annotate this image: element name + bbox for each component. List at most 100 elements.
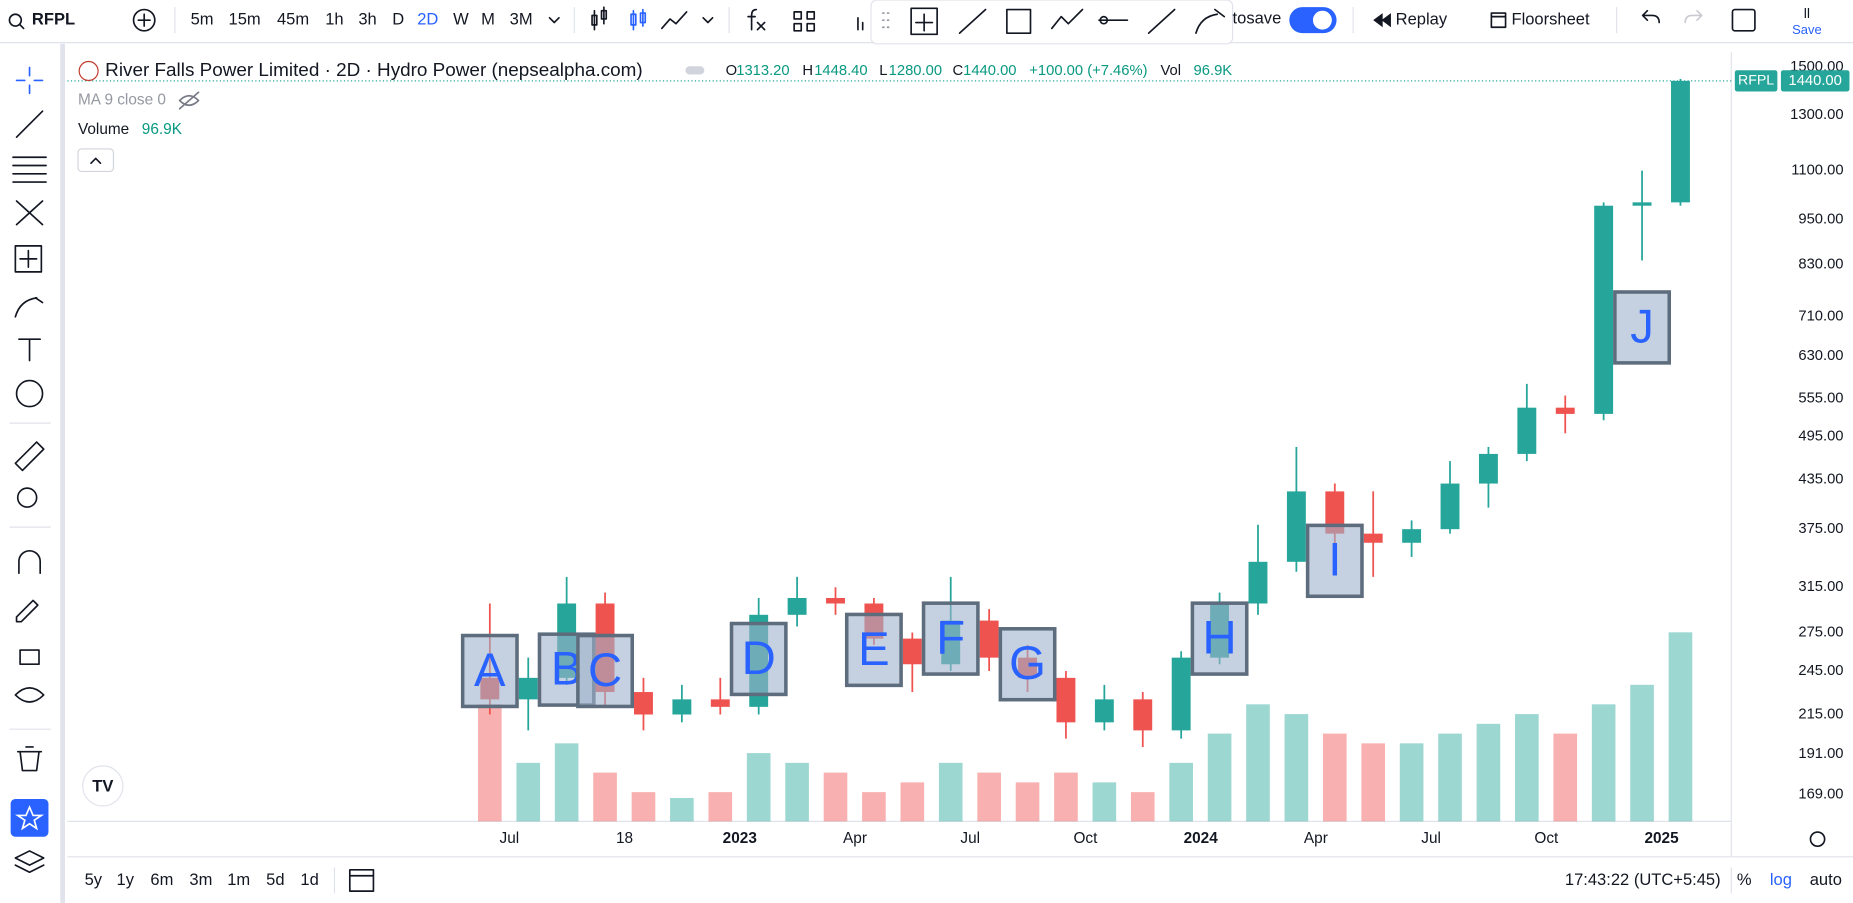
y-tick-label: 710.00 xyxy=(1798,308,1843,324)
timeframe[interactable]: 45m xyxy=(277,10,309,29)
range-button[interactable]: 1y xyxy=(117,870,135,889)
candle-body xyxy=(787,598,807,615)
drag-handle[interactable] xyxy=(881,12,890,29)
text-tool[interactable] xyxy=(18,338,42,362)
annotation-box[interactable] xyxy=(998,627,1057,702)
annotation-box[interactable] xyxy=(1190,601,1249,676)
timeframe[interactable]: W xyxy=(453,10,469,29)
legend-title: River Falls Power Limited · 2D · Hydro P… xyxy=(105,60,643,81)
indicators-icon[interactable] xyxy=(747,8,766,31)
range-button[interactable]: 1d xyxy=(300,870,318,889)
object-tree[interactable] xyxy=(14,850,45,874)
bars-icon[interactable] xyxy=(630,8,647,31)
brush-tool[interactable] xyxy=(14,297,44,318)
replay-icon[interactable] xyxy=(1373,13,1391,28)
replay[interactable]: Replay xyxy=(1396,10,1448,29)
timeframe[interactable]: D xyxy=(392,10,404,29)
floating-drawing-toolbar xyxy=(870,0,1234,45)
x-tick-label: 18 xyxy=(616,830,633,847)
candles-icon[interactable] xyxy=(591,6,608,31)
collapse-button[interactable] xyxy=(77,148,115,173)
timeframe[interactable]: 2D xyxy=(417,10,438,29)
line-tool[interactable] xyxy=(15,110,44,138)
magnet-tool[interactable] xyxy=(18,550,42,575)
annotation-box[interactable] xyxy=(460,633,519,709)
range-button[interactable]: 5y xyxy=(85,870,103,889)
line-icon[interactable] xyxy=(660,11,688,30)
volume-bar xyxy=(1630,684,1654,822)
annotation-box[interactable] xyxy=(729,621,788,697)
timeframe[interactable]: M xyxy=(481,10,495,29)
undo[interactable] xyxy=(1641,9,1661,24)
floorsheet[interactable]: Floorsheet xyxy=(1511,10,1590,29)
timeframe[interactable]: 3M xyxy=(510,10,533,29)
volume-bar xyxy=(631,792,656,822)
range-button[interactable]: 1m xyxy=(227,870,250,889)
zoom-tool[interactable] xyxy=(16,487,38,508)
volume-legend: Volume xyxy=(78,121,129,138)
add-symbol[interactable] xyxy=(132,8,156,32)
lock-tool[interactable] xyxy=(19,649,40,666)
layout-icon[interactable] xyxy=(1731,8,1756,32)
search-icon[interactable] xyxy=(8,13,23,27)
annotation-label: E xyxy=(858,623,890,676)
star xyxy=(14,805,45,831)
tool-ray[interactable] xyxy=(1147,8,1176,34)
ohlc-label: L xyxy=(879,63,887,79)
tool-brush[interactable] xyxy=(1195,8,1226,34)
visibility-tool[interactable] xyxy=(14,687,45,703)
ma-hidden-icon[interactable] xyxy=(178,91,200,110)
legend-pill[interactable] xyxy=(685,66,705,75)
settings-icon[interactable] xyxy=(1809,831,1826,848)
tv-logo[interactable] xyxy=(82,765,124,807)
cursor-tool[interactable] xyxy=(15,66,44,95)
delete-tool[interactable] xyxy=(16,746,43,772)
annotation-box[interactable] xyxy=(844,612,903,688)
goto-date-icon[interactable] xyxy=(348,869,375,892)
floorsheet-icon[interactable] xyxy=(1490,12,1507,29)
tool-fib[interactable] xyxy=(910,7,938,36)
tool-rect[interactable] xyxy=(1006,8,1032,34)
ruler-tool[interactable] xyxy=(14,441,45,472)
toggle-knob xyxy=(1312,10,1332,30)
style-chevron[interactable] xyxy=(702,16,714,24)
templates-icon[interactable] xyxy=(793,11,816,32)
volume-bar xyxy=(708,792,733,822)
x-tick-label: Apr xyxy=(843,830,867,847)
emoji-tool[interactable] xyxy=(15,379,44,408)
timeframe[interactable]: 1h xyxy=(325,10,343,29)
range-button[interactable]: 5d xyxy=(266,870,284,889)
lock-draw-tool[interactable] xyxy=(15,599,39,623)
tool-trendline[interactable] xyxy=(958,8,987,34)
save[interactable]: Save xyxy=(1792,22,1822,37)
projection-tool[interactable] xyxy=(14,245,43,273)
redo[interactable] xyxy=(1684,9,1703,24)
range-button[interactable]: 6m xyxy=(150,870,173,889)
alert-icon[interactable] xyxy=(857,16,864,31)
pattern-tool[interactable] xyxy=(15,200,44,226)
volume-bar xyxy=(823,772,848,822)
timeframe[interactable]: 3h xyxy=(358,10,376,29)
annotation-box[interactable] xyxy=(576,633,635,709)
percent-toggle[interactable]: % xyxy=(1737,870,1752,889)
log-toggle[interactable]: log xyxy=(1770,870,1792,889)
tf-chevron[interactable] xyxy=(548,16,560,24)
auto-toggle[interactable]: auto xyxy=(1810,870,1842,889)
symbol[interactable]: RFPL xyxy=(32,10,75,29)
range-button[interactable]: 3m xyxy=(189,870,212,889)
annotation-box[interactable] xyxy=(1305,523,1364,599)
annotation-box[interactable] xyxy=(1613,290,1672,365)
volume-layer xyxy=(478,632,1693,822)
favorites[interactable] xyxy=(10,798,49,837)
fib-tool[interactable] xyxy=(12,156,47,183)
layout-name[interactable]: ll xyxy=(1804,6,1810,22)
candle-body xyxy=(826,598,845,604)
annotation-box[interactable] xyxy=(921,601,980,676)
volume-bar xyxy=(900,782,925,822)
annotation-label: D xyxy=(742,632,776,685)
timeframe[interactable]: 15m xyxy=(229,10,261,29)
timeframe[interactable]: 5m xyxy=(191,10,214,29)
tool-path[interactable] xyxy=(1050,8,1084,30)
